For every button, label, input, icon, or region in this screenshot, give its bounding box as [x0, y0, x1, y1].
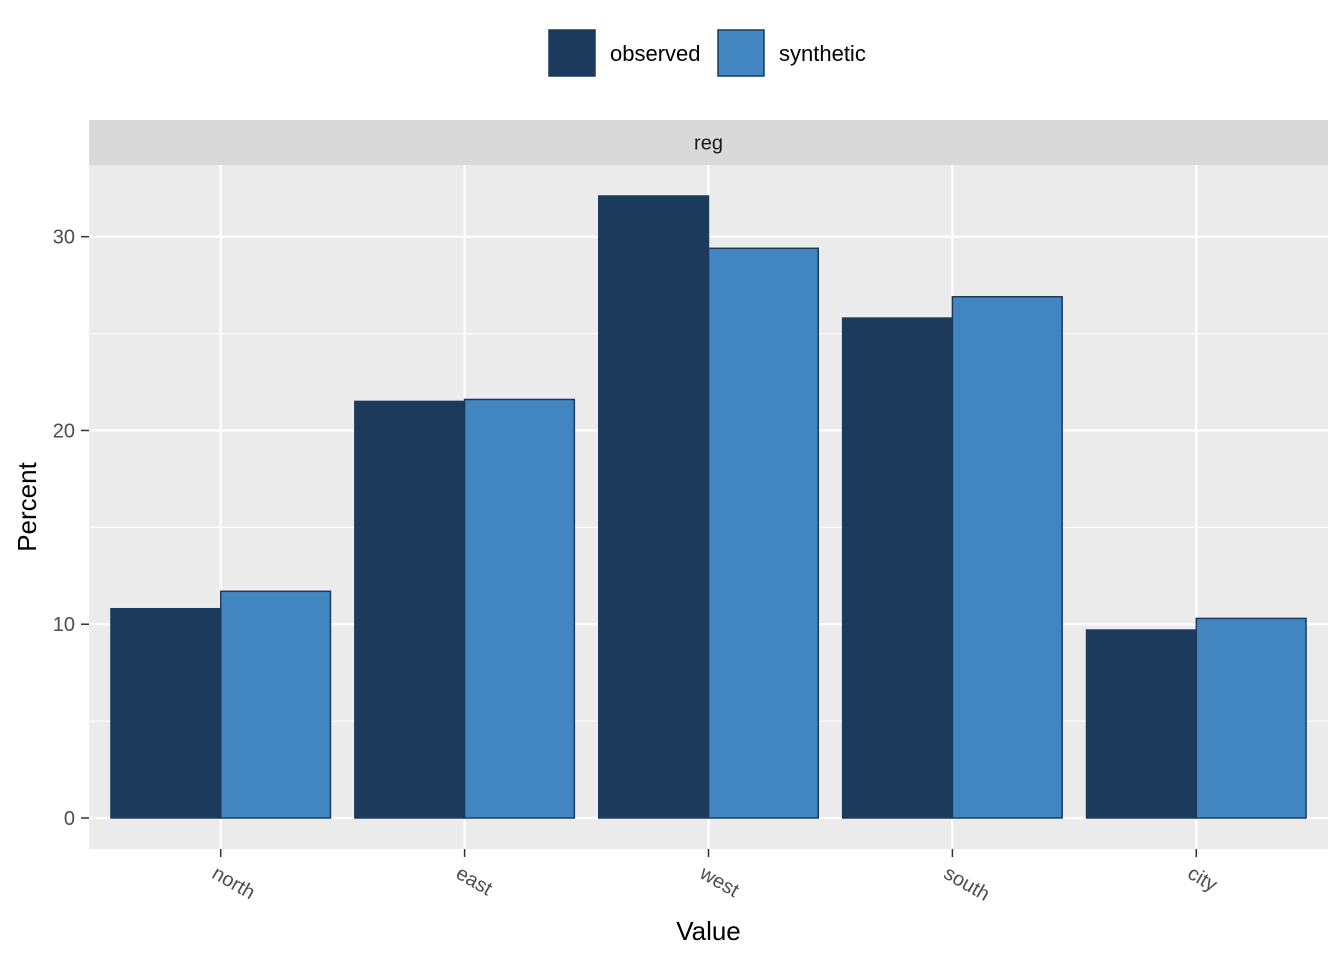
y-tick-label: 30	[53, 227, 75, 249]
y-axis: 0 10 20 30	[53, 227, 89, 830]
facet-strip	[89, 120, 1328, 165]
legend-key-observed	[548, 29, 596, 77]
y-tick-label: 20	[53, 420, 75, 442]
legend-label-synthetic: synthetic	[779, 41, 866, 66]
x-tick-label: city	[1184, 862, 1221, 896]
legend: observed synthetic	[548, 29, 866, 77]
legend-label-observed: observed	[610, 41, 701, 66]
bar-observed-city	[1085, 629, 1198, 819]
y-tick-label: 10	[53, 614, 75, 636]
facet-strip-label: reg	[694, 133, 723, 155]
x-tick-label: east	[452, 862, 496, 900]
bar-synthetic-city	[1195, 617, 1307, 819]
bar-observed-east	[354, 400, 466, 819]
x-tick-label: south	[940, 862, 993, 906]
x-tick-label: north	[208, 862, 258, 904]
bar-synthetic-south	[951, 296, 1063, 819]
bar-synthetic-east	[463, 398, 576, 819]
bar-synthetic-west	[707, 247, 820, 819]
bar-observed-north	[110, 607, 222, 819]
y-axis-label: Percent	[12, 461, 42, 551]
bars	[110, 195, 1307, 819]
x-axis: north east west south city	[208, 849, 1221, 906]
bar-observed-west	[597, 195, 710, 819]
bar-synthetic-north	[219, 590, 332, 819]
bar-observed-south	[841, 317, 954, 819]
y-tick-label: 0	[64, 808, 75, 830]
x-axis-label: Value	[676, 916, 741, 946]
x-tick-label: west	[695, 862, 743, 902]
legend-key-synthetic	[717, 29, 765, 77]
